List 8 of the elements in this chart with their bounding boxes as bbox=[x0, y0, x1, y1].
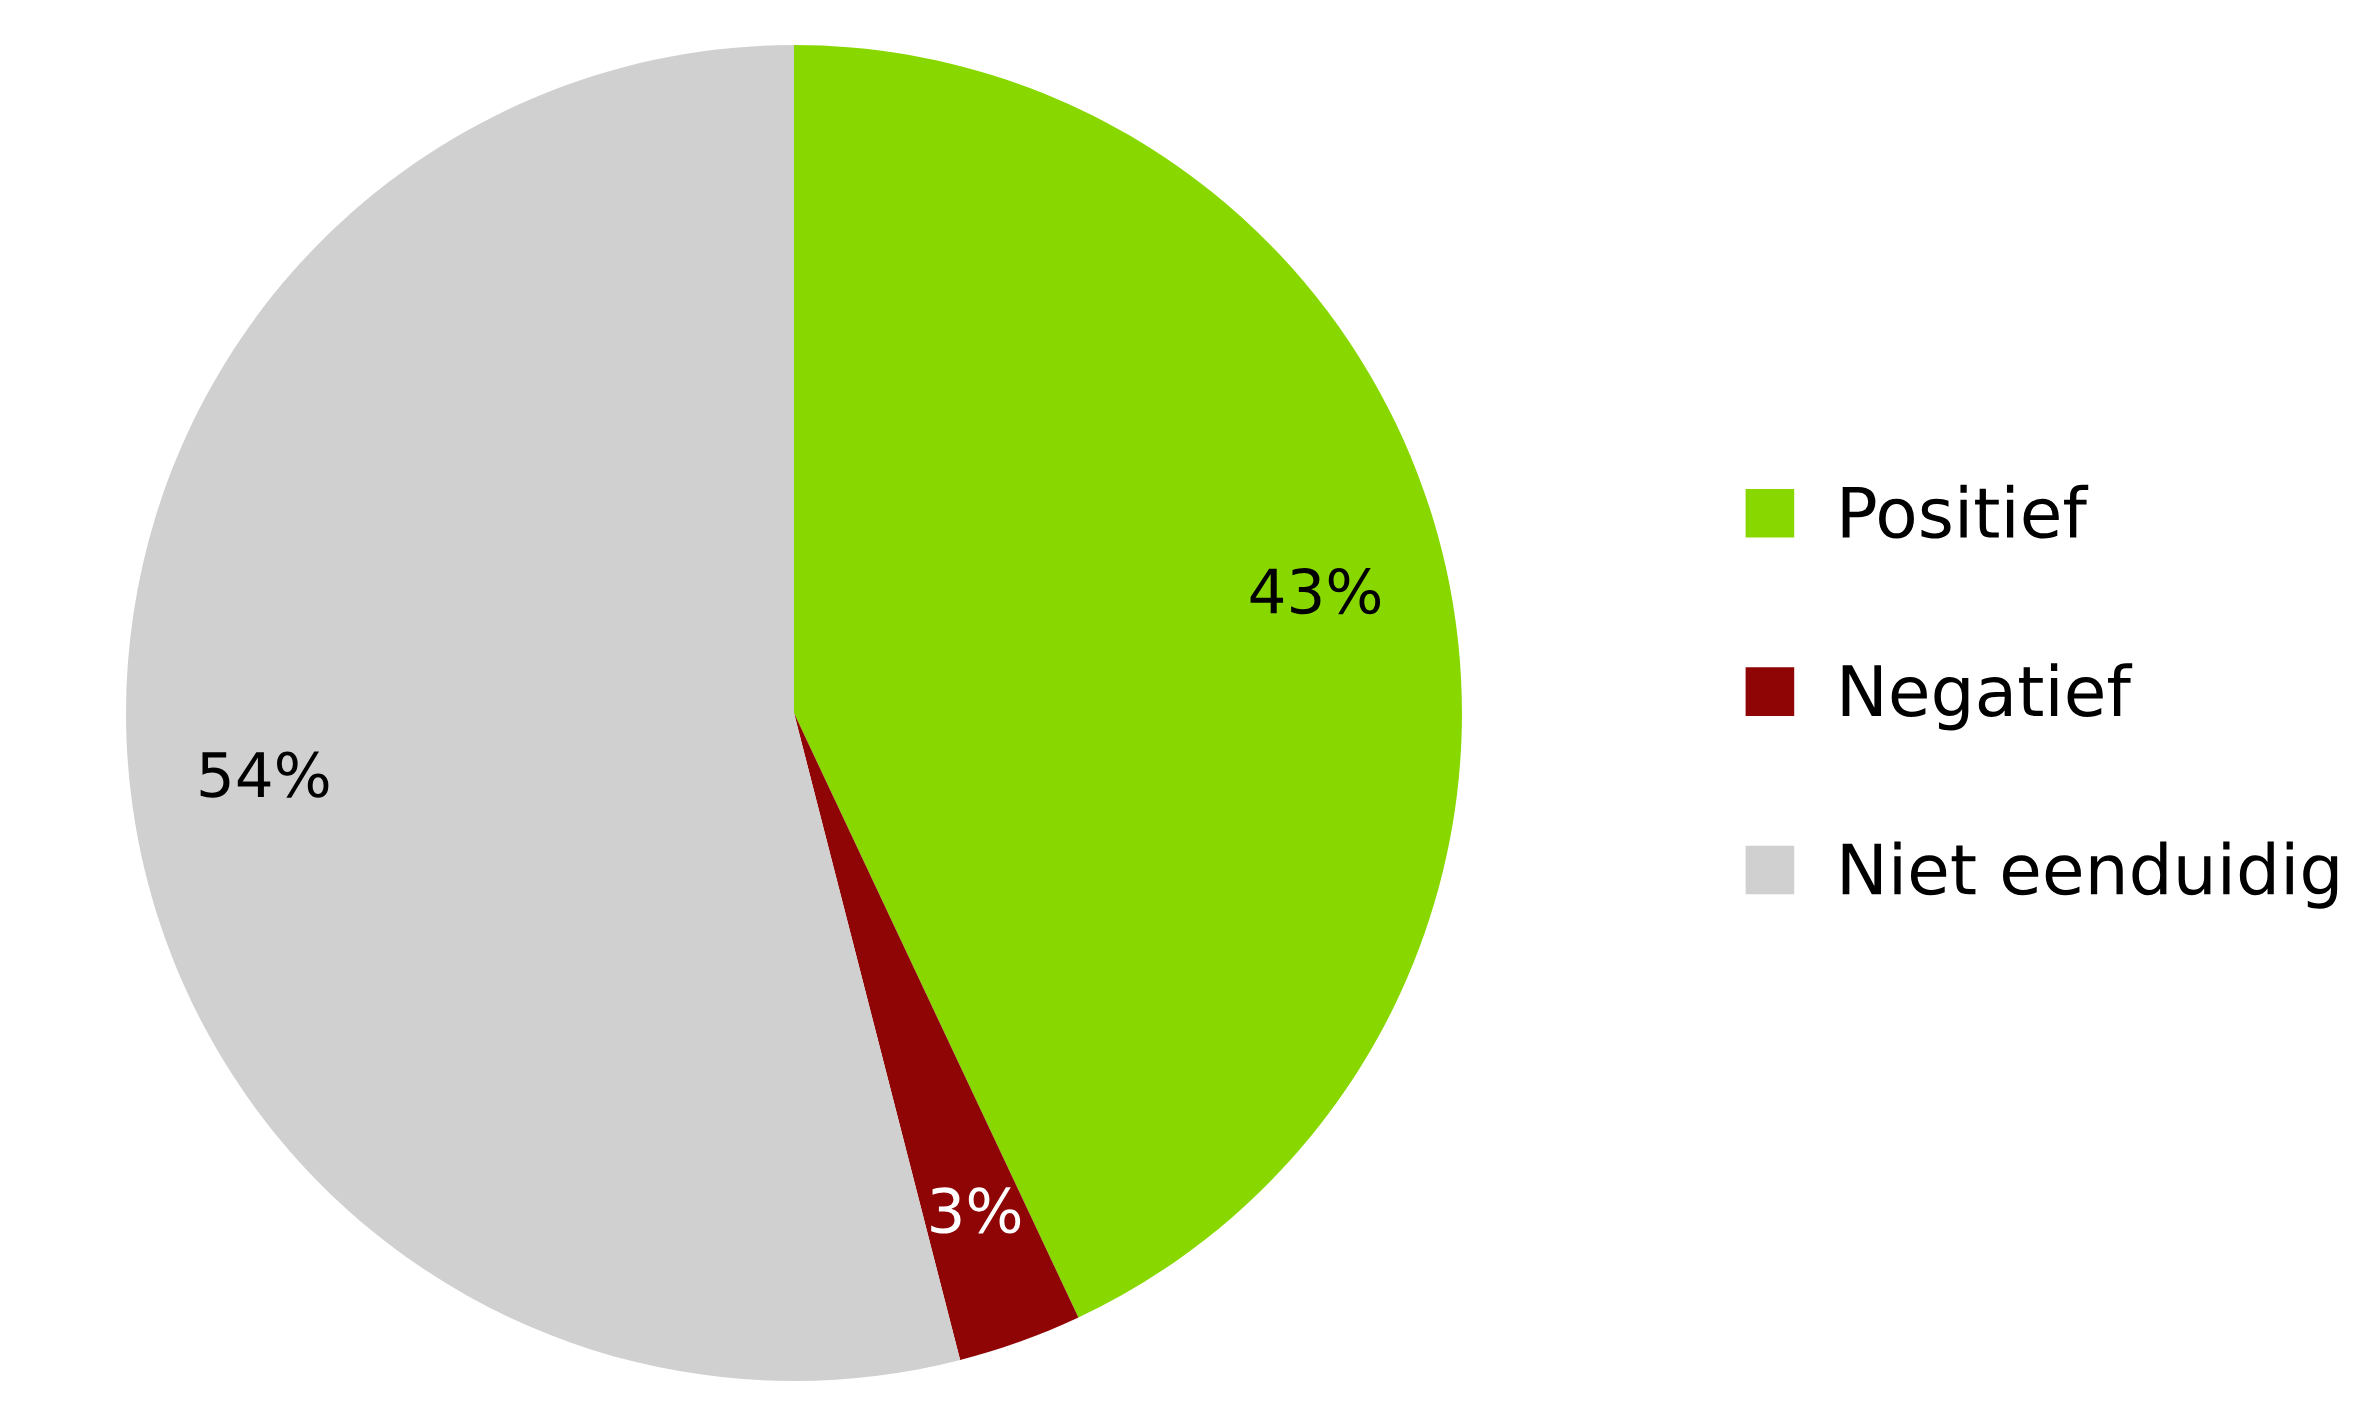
legend-label: Niet eenduidig bbox=[1842, 841, 2338, 909]
pie-slice bbox=[794, 45, 1462, 1318]
legend-label: Negatief bbox=[1842, 663, 2133, 731]
pie-slice bbox=[794, 713, 1079, 1361]
data-label: 54% bbox=[200, 751, 329, 798]
data-label: 3% bbox=[931, 1187, 1021, 1234]
data-label: 43% bbox=[1250, 568, 1381, 615]
legend-label: Positief bbox=[1842, 484, 2089, 539]
